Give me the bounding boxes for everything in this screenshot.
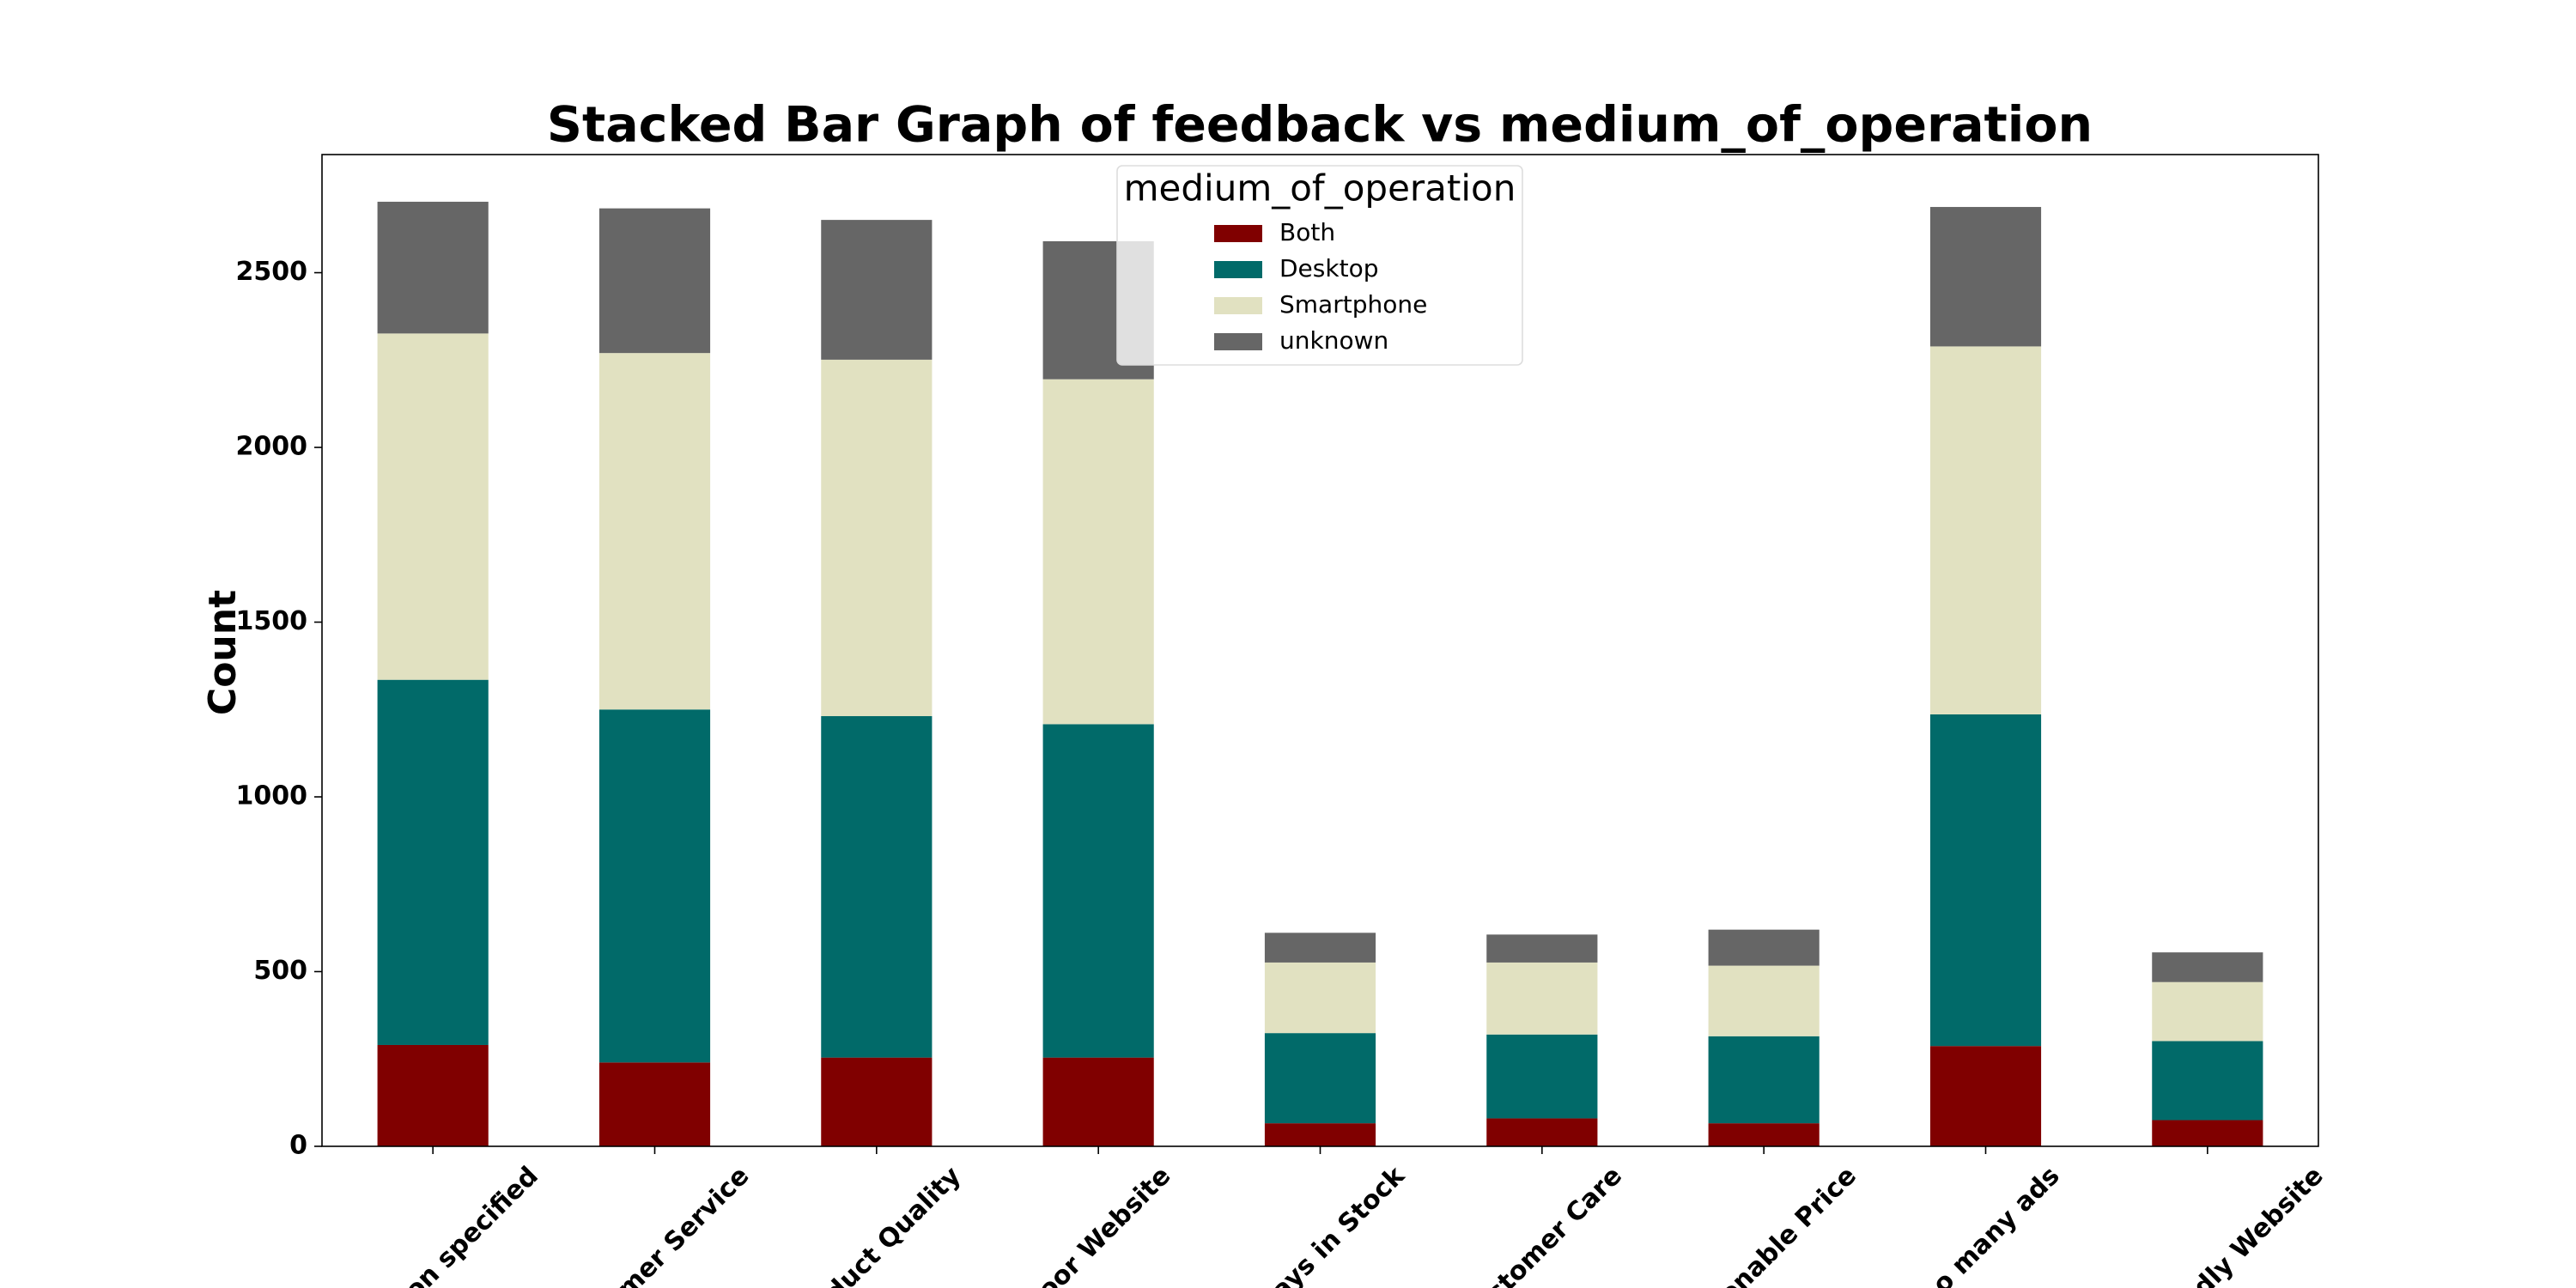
y-tick-label: 2500: [236, 257, 308, 287]
bar-segment: [1486, 934, 1598, 963]
bar-segment: [2152, 1041, 2263, 1121]
bar-segment: [377, 1044, 489, 1146]
legend-swatch: [1214, 261, 1262, 278]
legend-label: Smartphone: [1279, 290, 1427, 319]
y-tick-label: 1500: [236, 606, 308, 636]
legend-swatch: [1214, 297, 1262, 314]
x-tick-label: User-friendly Website: [2085, 1161, 2330, 1288]
bar-segment: [1708, 965, 1820, 1036]
chart-title: Stacked Bar Graph of feedback vs medium_…: [547, 97, 2093, 154]
bar-segment: [1264, 1123, 1376, 1146]
bar-segment: [598, 1062, 711, 1146]
y-tick-label: 2000: [236, 432, 308, 462]
bar-segment: [1708, 1036, 1820, 1124]
bar-segment: [1929, 346, 2042, 714]
bar-segment: [821, 220, 933, 360]
bar-segment: [1264, 933, 1376, 963]
bar-segment: [1929, 1046, 2042, 1146]
y-tick-label: 0: [289, 1131, 307, 1161]
x-tick-label: No reason specified: [320, 1161, 544, 1288]
bar-segment: [1708, 1123, 1820, 1146]
legend-label: Desktop: [1279, 254, 1378, 283]
x-tick-label: Always in Stock: [1229, 1160, 1412, 1288]
bar-segment: [1042, 379, 1154, 725]
bar-segment: [2152, 952, 2263, 982]
bar-segment: [1042, 724, 1154, 1058]
x-tick-label: Customer Service: [553, 1161, 755, 1288]
legend-swatch: [1214, 225, 1262, 242]
y-axis-label: Count: [201, 590, 245, 715]
bar-segment: [1042, 1057, 1154, 1146]
bar-segment: [821, 1057, 933, 1146]
bar-segment: [1486, 962, 1598, 1035]
plot-frame: [321, 154, 2319, 1147]
bar-segment: [377, 679, 489, 1045]
bar-segment: [1929, 207, 2042, 347]
bar-segment: [1486, 1034, 1598, 1119]
x-tick-label: Poor Website: [1018, 1161, 1176, 1288]
bar-segment: [1708, 929, 1820, 966]
bar-segment: [1264, 1033, 1376, 1124]
legend-swatch: [1214, 333, 1262, 350]
bar-segment: [2152, 1120, 2263, 1146]
bar-segment: [598, 353, 711, 710]
bar-segment: [1486, 1118, 1598, 1146]
legend-box: [1116, 165, 1523, 366]
bar-segment: [377, 201, 489, 334]
bar-segment: [598, 709, 711, 1063]
legend-title: medium_of_operation: [1124, 167, 1516, 210]
x-tick-label: Customer Care: [1455, 1161, 1628, 1288]
bar-segment: [377, 333, 489, 680]
legend-label: unknown: [1279, 326, 1388, 355]
bar-segment: [1264, 962, 1376, 1034]
bar-segment: [821, 359, 933, 717]
legend-label: Both: [1279, 218, 1335, 246]
y-tick-label: 1000: [236, 781, 308, 811]
bar-segment: [821, 716, 933, 1058]
x-tick-label: Product Quality: [785, 1161, 967, 1288]
bar-segment: [2152, 981, 2263, 1042]
x-tick-label: Too many ads: [1905, 1161, 2066, 1288]
x-tick-label: Reasonable Price: [1664, 1161, 1862, 1288]
bar-segment: [1929, 714, 2042, 1047]
y-tick-label: 500: [253, 956, 307, 986]
bar-segment: [598, 208, 711, 354]
